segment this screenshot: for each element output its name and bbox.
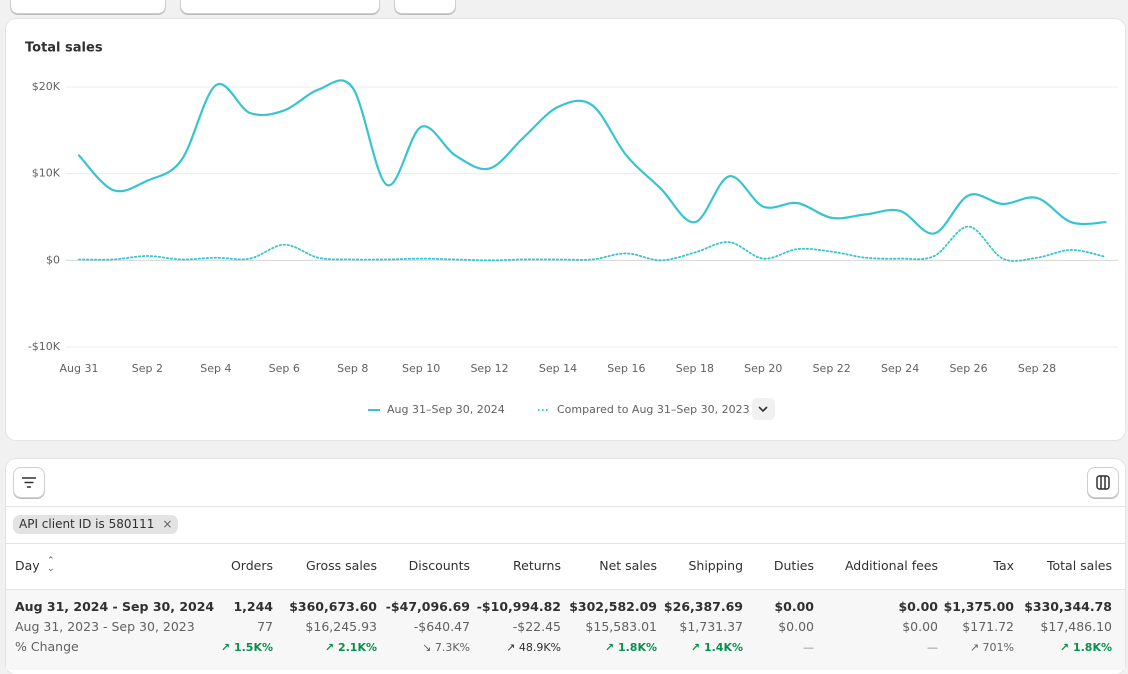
table-cell: $1,731.37 [679,619,743,634]
table-cell: $360,673.60 [289,599,377,614]
x-tick-label: Aug 31 [60,362,99,375]
table-cell: ↗ 701% [969,641,1014,654]
columns-button[interactable] [1087,467,1119,498]
table-cell: $330,344.78 [1024,599,1112,614]
table-cell: $17,486.10 [1040,619,1112,634]
column-header[interactable]: Day ⌃ ⌄ [15,556,55,574]
table-cell: ↗ 1.8K% [604,641,657,654]
table-cell: ↗ 48.9K% [506,641,561,654]
table-cell: ↗ 2.1K% [324,641,377,654]
x-tick-label: Sep 18 [676,362,714,375]
chip-close-icon[interactable]: × [162,517,173,531]
table-cell: Aug 31, 2024 - Sep 30, 2024 [15,599,215,614]
table-cell: -$10,994.82 [476,599,561,614]
chart: Total sales -$10K $0 $10K $20K Aug 31 Sep 2 Se… [25,41,1118,420]
table-cell: $0.00 [778,619,814,634]
top-button[interactable] [10,0,166,14]
x-tick-label: Sep 12 [470,362,508,375]
column-header[interactable]: Duties [773,558,814,573]
line-series [77,79,1107,235]
column-header[interactable]: Discounts [408,558,470,573]
chart-title: Total sales [25,41,103,56]
page: Total sales -$10K $0 $10K $20K Aug 31 Sep 2 Se… [6,0,1125,674]
filter-chip[interactable]: API client ID is 580111 × [13,515,179,534]
x-tick-label: Sep 20 [744,362,782,375]
table-cell: $302,582.09 [569,599,657,614]
y-tick-label: $0 [46,253,60,266]
table-cell: $16,245.93 [305,619,377,634]
table-cell: -$47,096.69 [385,599,470,614]
column-header[interactable]: Returns [513,558,561,573]
filter-icon [22,477,36,488]
y-tick-label: $20K [32,80,61,93]
table-cell: 1,244 [233,599,273,614]
top-button[interactable] [180,0,380,14]
table-cell: 77 [257,619,273,634]
table-cell: ↘ 7.3K% [422,641,470,654]
table-cell: % Change [15,639,79,654]
column-header[interactable]: Net sales [599,558,657,573]
table-cell: $26,387.69 [663,599,743,614]
y-tick-label: $10K [32,167,61,180]
table-cell: ↗ 1.8K% [1059,641,1112,654]
x-tick-label: Sep 2 [132,362,163,375]
table-cell: $0.00 [902,619,938,634]
table-cell: Aug 31, 2023 - Sep 30, 2023 [15,619,195,634]
filter-button[interactable] [13,467,45,498]
line-series [78,225,1107,262]
table-cell: — [927,641,938,654]
x-tick-label: Sep 28 [1018,362,1056,375]
divider [6,506,1125,507]
x-tick-label: Sep 22 [813,362,851,375]
y-tick-label: -$10K [28,340,61,353]
column-header[interactable]: Gross sales [305,558,377,573]
x-tick-label: Sep 26 [949,362,987,375]
filter-chip-label: API client ID is 580111 [19,517,155,531]
divider [6,543,1125,544]
table-cell: $1,375.00 [943,599,1014,614]
legend-label: Aug 31–Sep 30, 2024 [387,403,505,416]
x-tick-label: Sep 4 [200,362,231,375]
table-cell: — [803,641,814,654]
chart-card [6,19,1125,440]
column-header[interactable]: Additional fees [844,558,938,573]
table-cell: $171.72 [962,619,1014,634]
table-cell: $15,583.01 [585,619,657,634]
x-tick-label: Sep 14 [539,362,577,375]
x-tick-label: Sep 10 [402,362,440,375]
legend-label: Compared to Aug 31–Sep 30, 2023 [557,403,750,416]
column-header[interactable]: Orders [230,558,273,573]
table-cell: $0.00 [774,599,814,614]
chevron-icon [758,406,768,413]
table-cell: -$640.47 [413,619,470,634]
column-header[interactable]: Total sales [1046,558,1112,573]
x-tick-label: Sep 6 [269,362,300,375]
sort-icon[interactable]: ⌃ ⌄ [47,556,55,574]
table-body [6,589,1125,670]
top-button[interactable] [394,0,456,14]
column-header[interactable]: Tax [993,558,1014,573]
column-header[interactable]: Shipping [688,558,743,573]
x-tick-label: Sep 24 [881,362,919,375]
x-tick-label: Sep 8 [337,362,368,375]
table-cell: -$22.45 [512,619,561,634]
legend-toggle[interactable] [752,398,775,420]
columns-icon [1096,475,1110,490]
table-cell: ↗ 1.5K% [220,641,273,654]
table-cell: ↗ 1.4K% [690,641,743,654]
table-cell: $0.00 [898,599,938,614]
x-tick-label: Sep 16 [607,362,645,375]
